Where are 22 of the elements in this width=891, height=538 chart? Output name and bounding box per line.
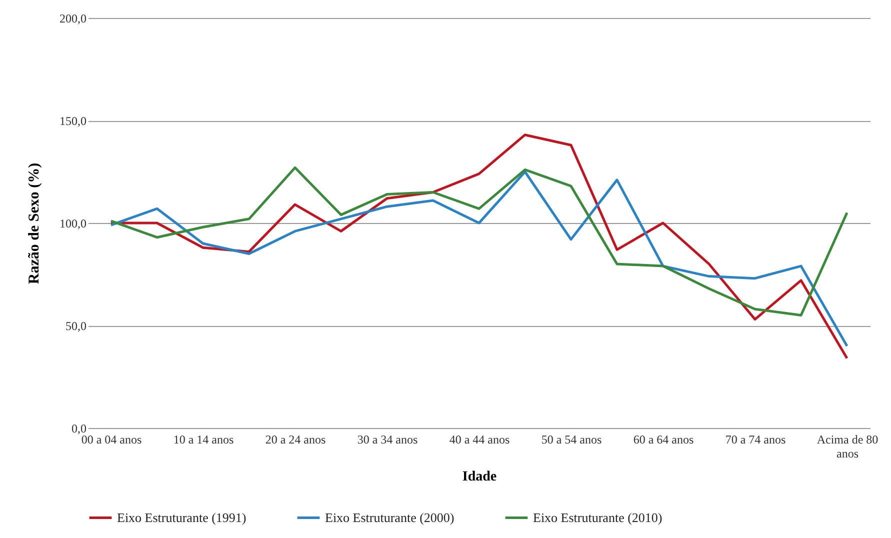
y-tick-label: 0,0 [72,422,86,436]
y-tick-label: 50,0 [66,319,86,333]
y-tick-label: 150,0 [60,114,86,128]
x-tick-label: 40 a 44 anos [449,432,510,446]
line-series [110,134,848,360]
x-tick-label: 30 a 34 anos [357,432,418,446]
line-series [110,170,848,348]
legend-label: Eixo Estruturante (1991) [117,510,246,525]
y-tick-label: 100,0 [60,216,86,230]
x-tick-label: 20 a 24 anos [265,432,326,446]
x-tick-label: 70 a 74 anos [725,432,786,446]
x-tick-label: 50 a 54 anos [541,432,602,446]
line-series [110,166,848,316]
y-tick-label: 200,0 [60,12,86,26]
x-axis-title: Idade [462,470,497,484]
legend-label: Eixo Estruturante (2000) [325,510,454,525]
x-tick-label: 00 a 04 anos [81,432,142,446]
x-tick-label: Acima de 80 anos [816,432,878,460]
y-axis-title: Razão de Sexo (%) [26,162,42,284]
legend-label: Eixo Estruturante (2010) [533,510,662,525]
x-tick-label: 60 a 64 anos [633,432,694,446]
x-tick-label: 10 a 14 anos [173,432,234,446]
